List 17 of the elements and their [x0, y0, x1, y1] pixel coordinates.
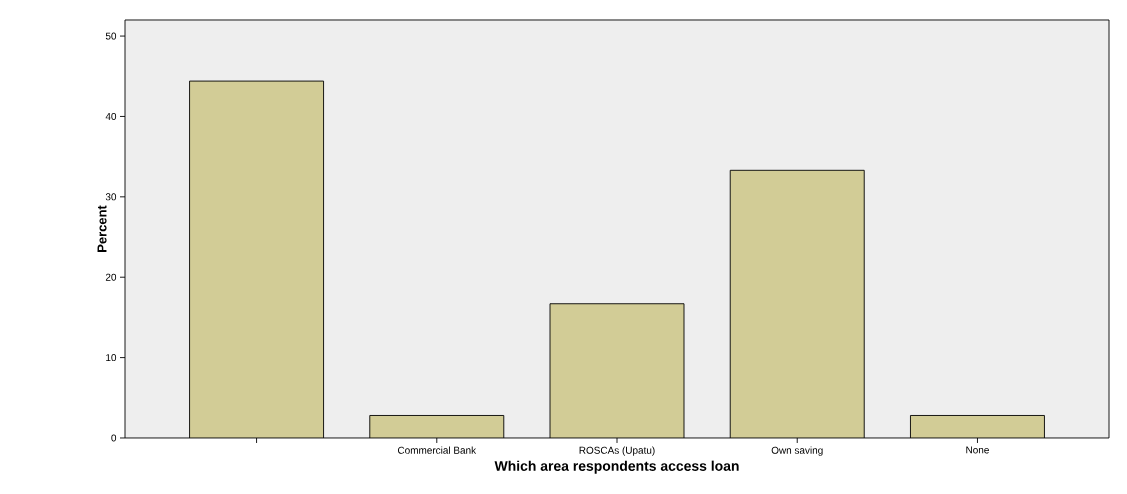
bar: [369, 415, 505, 438]
bar: [910, 415, 1045, 438]
bar: [189, 81, 324, 438]
x-tick-label: ROSCAs (Upatu): [579, 446, 655, 456]
y-tick-label: 30: [105, 193, 117, 201]
y-axis-title: Percent: [97, 205, 107, 252]
x-tick-label: None: [966, 446, 989, 454]
y-tick-label: 20: [105, 273, 117, 281]
y-tick-label: 50: [105, 32, 117, 40]
x-tick-label: Commercial Bank: [397, 446, 477, 454]
x-tick-label: Own saving: [771, 446, 823, 456]
bar: [549, 303, 685, 438]
bar: [729, 169, 865, 438]
y-tick-label: 10: [106, 354, 117, 362]
x-axis-title: Which area respondents access loan: [494, 460, 739, 474]
y-tick-label: 0: [111, 434, 117, 442]
y-tick-label: 40: [105, 112, 117, 120]
